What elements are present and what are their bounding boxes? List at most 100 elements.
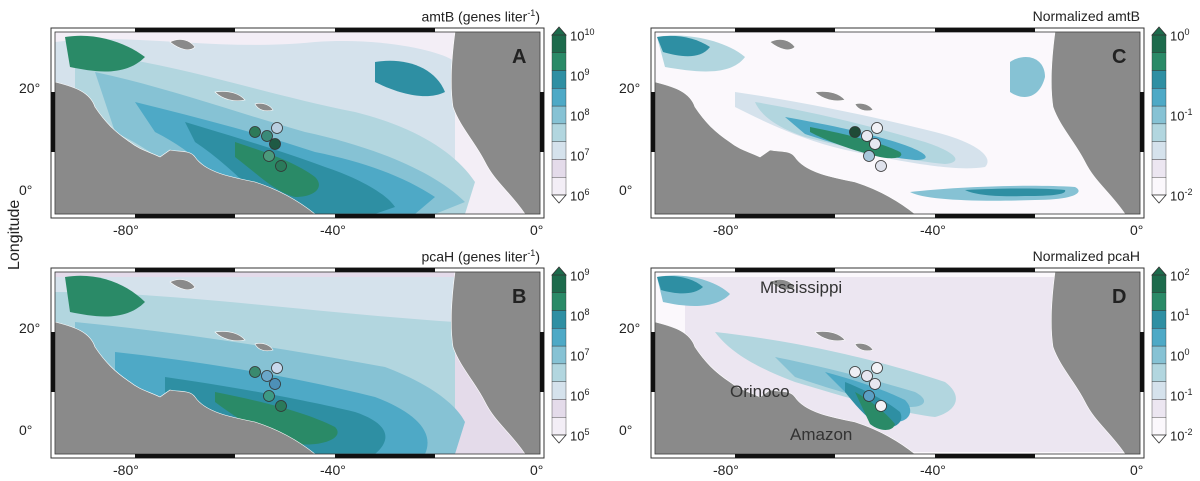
map-panel-d: 102 101 100 10-1 10-2 Normalized pcaH D 20° 0° -8… — [600, 240, 1200, 480]
y-tick-label: 20° — [19, 80, 41, 96]
station-marker — [861, 130, 873, 142]
station-marker — [863, 390, 875, 402]
colorbar-swatch — [551, 88, 567, 107]
station-marker — [249, 366, 261, 378]
land-mass — [169, 279, 196, 291]
colorbar-swatch — [551, 177, 567, 196]
river-label-amazon: Amazon — [790, 425, 853, 444]
frame-scale-bar — [935, 454, 1035, 458]
colorbar-max-arrow — [1151, 26, 1167, 36]
station-marker — [275, 400, 287, 412]
colorbar-max-arrow — [551, 266, 567, 276]
colorbar-tick-label: 10-2 — [1170, 187, 1193, 204]
station-marker — [875, 160, 887, 172]
panel-graphics — [650, 26, 1167, 219]
colorbar-tick-label: 105 — [570, 427, 590, 444]
land-mass — [55, 81, 316, 214]
frame-scale-bar — [1140, 92, 1144, 152]
frame-scale-bar — [651, 332, 655, 392]
colorbar-tick-label: 107 — [570, 347, 590, 364]
colorbar-tick-label: 108 — [570, 107, 590, 124]
y-tick-label: 0° — [619, 422, 633, 438]
colorbar-swatch — [1151, 52, 1167, 71]
land-mass — [55, 321, 316, 454]
colorbar-max-arrow — [551, 26, 567, 36]
y-tick-label: 0° — [19, 422, 33, 438]
y-tick-label: 0° — [19, 182, 33, 198]
colorbar-swatch — [551, 417, 567, 436]
station-marker — [875, 400, 887, 412]
x-tick-label: -80° — [113, 222, 139, 238]
colorbar-swatch — [1151, 310, 1167, 329]
x-tick-label: -40° — [920, 462, 946, 478]
station-marker — [261, 370, 273, 382]
colorbar-swatch — [1151, 34, 1167, 53]
colorbar-min-arrow — [1151, 194, 1167, 204]
frame-scale-bar — [135, 454, 235, 458]
contour-band — [855, 392, 895, 430]
panel-letter: A — [512, 46, 527, 68]
colorbar-swatch — [1151, 88, 1167, 107]
colorbar-swatch — [551, 123, 567, 142]
frame-scale-bar — [335, 28, 435, 32]
colorbar-swatch — [551, 159, 567, 178]
frame-scale-bar — [335, 214, 435, 218]
colorbar-tick-label: 10-2 — [1170, 427, 1193, 444]
panel-letter: C — [1112, 46, 1127, 68]
frame-scale-bar — [540, 92, 544, 152]
contour-band — [810, 127, 902, 159]
land-mass — [814, 331, 846, 342]
contour-band — [65, 35, 145, 72]
x-tick-label: -80° — [113, 462, 139, 478]
land-mass — [214, 91, 246, 102]
panel-graphics — [650, 266, 1167, 459]
frame-scale-bar — [335, 454, 435, 458]
x-tick-label: -40° — [920, 222, 946, 238]
colorbar-swatch — [1151, 70, 1167, 89]
land-mass — [655, 81, 916, 214]
station-marker — [861, 370, 873, 382]
colorbar-swatch — [1151, 328, 1167, 347]
station-marker — [871, 122, 883, 134]
contour-band — [65, 275, 145, 317]
station-marker — [863, 150, 875, 162]
colorbar-tick-label: 100 — [1170, 347, 1190, 364]
land-mass — [655, 321, 916, 454]
x-tick-label: 0° — [1130, 462, 1144, 478]
land-mass — [814, 91, 846, 102]
colorbar-swatch — [1151, 292, 1167, 311]
x-tick-label: -40° — [320, 462, 346, 478]
contour-band — [965, 188, 1066, 197]
colorbar-max-arrow — [1151, 266, 1167, 276]
colorbar-swatch — [551, 34, 567, 53]
colorbar-tick-label: 107 — [570, 147, 590, 164]
frame-scale-bar — [735, 28, 835, 32]
colorbar-tick-label: 101 — [1170, 307, 1190, 324]
station-marker — [275, 160, 287, 172]
colorbar-swatch — [551, 52, 567, 71]
panel-graphics — [50, 266, 567, 459]
frame-scale-bar — [1140, 332, 1144, 392]
colorbar-tick-label: 10-1 — [1170, 387, 1193, 404]
colorbar-swatch — [551, 70, 567, 89]
x-tick-label: -40° — [320, 222, 346, 238]
map-panel-a: 1010 109 108 107 106 amtB (genes liter-1) A 20°… — [0, 0, 600, 240]
colorbar-swatch — [551, 105, 567, 125]
frame-scale-bar — [735, 454, 835, 458]
colorbar-swatch — [551, 381, 567, 400]
station-marker — [871, 362, 883, 374]
frame-scale-bar — [135, 268, 235, 272]
colorbar-swatch — [551, 328, 567, 347]
frame-scale-bar — [935, 268, 1035, 272]
colorbar-swatch — [1151, 141, 1167, 160]
river-label-orinoco: Orinoco — [730, 382, 790, 401]
colorbar-min-arrow — [551, 434, 567, 444]
land-mass — [769, 279, 796, 291]
colorbar-swatch — [551, 292, 567, 311]
colorbar-tick-label: 100 — [1170, 27, 1190, 44]
station-marker — [849, 126, 861, 138]
frame-scale-bar — [135, 214, 235, 218]
colorbar-swatch — [1151, 159, 1167, 178]
contour-band — [375, 60, 445, 97]
colorbar-min-arrow — [1151, 434, 1167, 444]
